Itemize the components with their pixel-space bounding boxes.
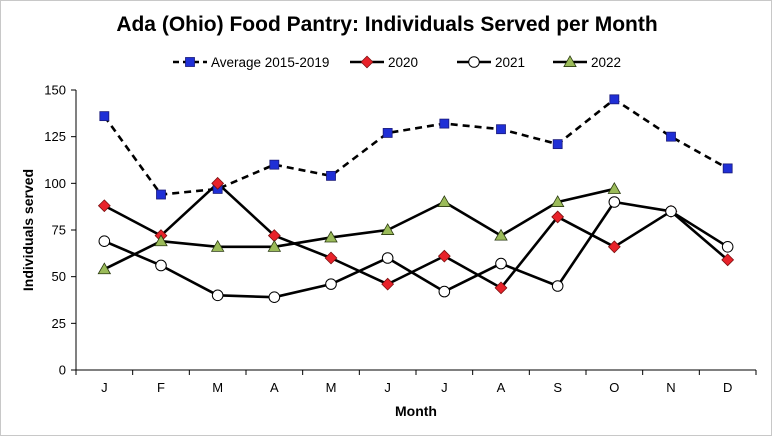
data-point-series-0 [326,170,336,181]
data-point-series-1 [494,281,508,295]
y-tick-label: 100 [44,176,66,191]
data-point-series-3 [97,262,112,275]
data-point-series-2 [98,235,111,247]
data-point-series-0 [156,189,166,200]
legend-marker [468,56,480,68]
legend-label: 2020 [388,55,418,70]
data-point-series-0 [666,131,676,142]
data-point-series-3 [267,239,282,252]
data-point-series-3 [550,195,565,207]
y-tick-label: 50 [52,269,66,284]
data-point-series-2 [155,259,167,272]
x-tick-label: O [609,380,619,395]
x-tick-label: J [101,380,108,395]
data-point-series-2 [268,291,281,304]
x-tick-label: F [157,380,165,395]
data-point-series-1 [381,277,395,291]
data-point-series-2 [438,285,451,298]
data-point-series-1 [551,210,565,224]
data-point-series-3 [324,230,338,243]
series-line-1 [103,182,729,290]
x-tick-label: J [441,380,448,395]
y-tick-label: 125 [44,129,66,144]
data-point-series-3 [437,195,452,207]
legend-marker [360,55,374,69]
data-point-series-0 [439,118,450,129]
data-point-series-1 [607,240,621,254]
data-point-series-2 [495,257,507,270]
series-markers [97,94,735,304]
data-point-series-3 [154,234,168,247]
data-point-series-0 [269,159,280,170]
series-line-3 [103,187,615,271]
data-point-series-3 [380,223,395,235]
x-tick-label: M [212,380,223,395]
x-tick-label: A [497,380,506,395]
x-tick-label: J [384,380,391,395]
axes [75,90,756,371]
y-tick-label: 25 [52,316,66,331]
x-tick-label: N [666,380,675,395]
data-point-series-1 [211,176,225,190]
data-point-series-3 [494,228,508,241]
y-axis-ticks: 0 25 50 75 100 125 150 [44,83,76,378]
data-point-series-3 [210,239,225,252]
data-point-series-2 [721,241,734,253]
legend-marker [563,55,577,67]
data-point-series-2 [325,278,337,290]
legend-label: 2022 [591,55,621,70]
data-point-series-0 [609,94,620,105]
x-tick-label: A [270,380,279,395]
series-lines [103,98,729,299]
data-point-series-1 [721,253,735,267]
x-axis-title: Month [395,403,437,419]
data-point-series-1 [97,199,111,213]
x-tick-label: M [326,380,337,395]
data-point-series-0 [552,139,563,150]
series-line-2 [103,200,729,299]
data-point-series-2 [608,196,621,208]
data-point-series-2 [211,289,224,302]
y-tick-label: 150 [44,83,66,98]
data-point-series-2 [551,280,564,292]
y-tick-label: 75 [52,223,66,238]
data-point-series-0 [496,124,506,135]
x-tick-label: D [723,380,732,395]
data-point-series-2 [665,205,677,218]
legend-marker [185,57,195,67]
legend-label: Average 2015-2019 [211,55,329,70]
chart-title: Ada (Ohio) Food Pantry: Individuals Serv… [116,13,657,36]
y-tick-label: 0 [59,363,66,378]
y-axis-title: Individuals served [20,169,36,291]
data-point-series-0 [99,111,110,122]
legend: Average 2015-2019 2020 2021 2022 [173,55,621,70]
data-point-series-1 [437,249,451,263]
data-point-series-1 [324,251,338,265]
x-tick-label: S [553,380,562,395]
data-point-series-3 [607,182,622,194]
series-line-0 [103,98,729,196]
data-point-series-0 [382,128,393,138]
data-point-series-0 [722,163,733,174]
data-point-series-2 [381,252,394,264]
legend-label: 2021 [495,55,525,70]
